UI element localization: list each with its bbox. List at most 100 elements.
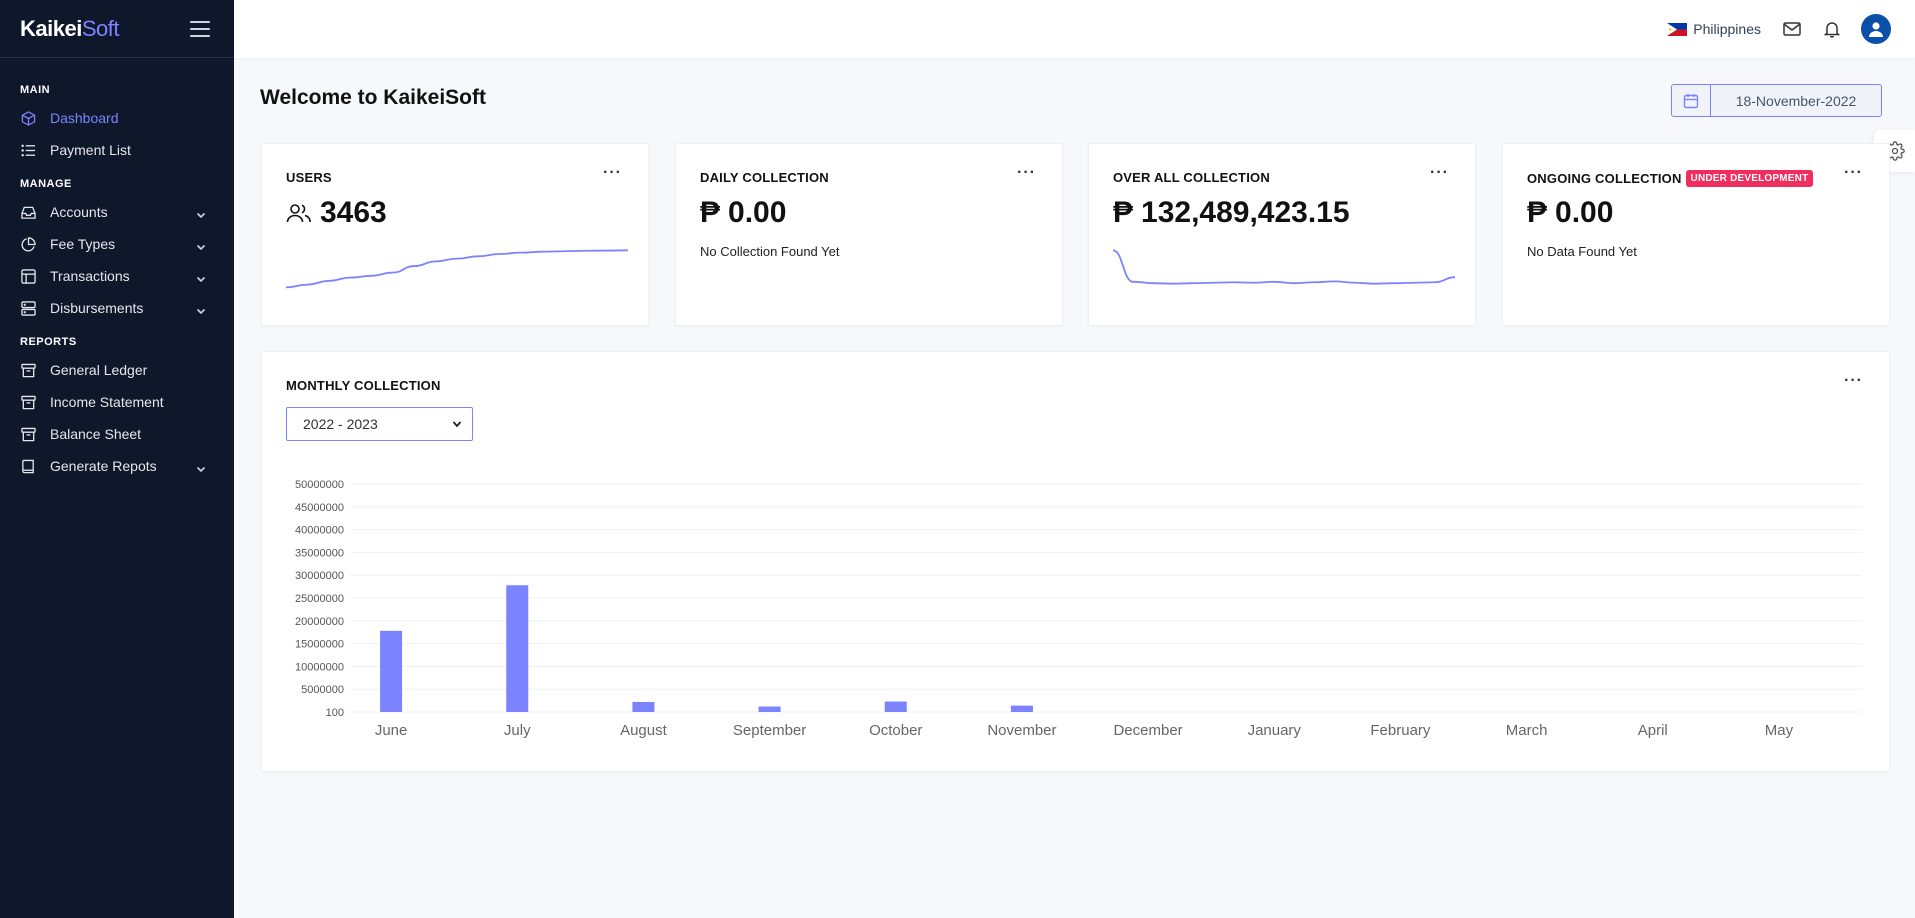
x-tick-label: August	[620, 722, 668, 739]
calendar-icon[interactable]	[1672, 85, 1711, 116]
date-picker[interactable]: 18-November-2022	[1671, 84, 1882, 117]
brand-logo[interactable]: KaikeiSoft	[20, 16, 119, 42]
philippines-flag-icon	[1667, 22, 1688, 36]
ongoing-amount: 0.00	[1555, 196, 1614, 229]
sidebar-item-general-ledger[interactable]: General Ledger	[0, 354, 234, 386]
sidebar-item-label: Transactions	[50, 268, 130, 284]
server-icon	[20, 300, 36, 316]
mail-icon[interactable]	[1781, 18, 1803, 40]
sidebar-nav: MAIN Dashboard Payment List MANAGE Accounts F…	[0, 58, 234, 482]
sidebar-item-disbursements[interactable]: Disbursements	[0, 292, 234, 324]
x-tick-label: March	[1506, 722, 1548, 739]
year-select[interactable]: 2022 - 2023	[286, 407, 473, 441]
sidebar-item-label: Fee Types	[50, 236, 116, 252]
y-tick-label: 50000000	[295, 479, 344, 491]
year-select-value: 2022 - 2023	[303, 416, 378, 432]
topbar: Philippines	[234, 0, 1915, 58]
sidebar-item-label: Income Statement	[50, 394, 164, 410]
sidebar-item-label: General Ledger	[50, 362, 148, 378]
overall-collection-card: OVER ALL COLLECTION ··· ₱ 132,489,423.15	[1088, 143, 1476, 326]
chevron-down-icon	[196, 303, 206, 315]
y-tick-label: 25000000	[295, 593, 344, 605]
peso-sign: ₱	[1527, 196, 1548, 229]
sparkline-path	[1113, 249, 1455, 285]
country-label: Philippines	[1693, 21, 1761, 37]
x-tick-label: May	[1765, 722, 1794, 739]
page-title: Welcome to KaikeiSoft	[260, 86, 486, 109]
x-tick-label: April	[1638, 722, 1668, 739]
sidebar-item-transactions[interactable]: Transactions	[0, 260, 234, 292]
users-card-menu-icon[interactable]: ···	[603, 164, 622, 181]
sidebar-item-label: Dashboard	[50, 110, 119, 126]
brand-bar: KaikeiSoft	[0, 0, 234, 58]
x-tick-label: January	[1248, 722, 1302, 739]
y-tick-label: 5000000	[301, 684, 344, 696]
section-label-main: MAIN	[20, 84, 51, 96]
ongoing-card-menu-icon[interactable]: ···	[1844, 164, 1863, 181]
peso-sign: ₱	[700, 196, 721, 229]
chevron-down-icon	[196, 461, 206, 473]
y-tick-label: 45000000	[295, 502, 344, 514]
sidebar-item-generate-repots[interactable]: Generate Repots	[0, 450, 234, 482]
y-tick-label: 100	[326, 707, 344, 719]
archive-icon	[20, 362, 36, 378]
overall-card-title: OVER ALL COLLECTION	[1113, 170, 1270, 185]
users-card-title: USERS	[286, 170, 332, 185]
sidebar-item-label: Balance Sheet	[50, 426, 142, 442]
ongoing-title-text: ONGOING COLLECTION	[1527, 171, 1682, 186]
user-avatar[interactable]	[1861, 14, 1891, 44]
bar-june	[380, 630, 403, 712]
archive-icon	[20, 426, 36, 442]
ongoing-value: ₱ 0.00	[1527, 196, 1613, 230]
sidebar-item-accounts[interactable]: Accounts	[0, 196, 234, 228]
under-development-badge: UNDER DEVELOPMENT	[1685, 170, 1814, 187]
bar-august	[632, 701, 655, 712]
brand-part1: Kaikei	[20, 15, 82, 41]
sidebar-item-label: Generate Repots	[50, 458, 157, 474]
book-icon	[20, 458, 36, 474]
menu-toggle-icon[interactable]	[190, 20, 210, 37]
country-selector[interactable]: Philippines	[1667, 21, 1761, 37]
x-tick-label: December	[1113, 722, 1182, 739]
sidebar-item-label: Accounts	[50, 204, 108, 220]
overall-value: ₱ 132,489,423.15	[1113, 196, 1350, 230]
sidebar-item-income-statement[interactable]: Income Statement	[0, 386, 234, 418]
sidebar-item-payment-list[interactable]: Payment List	[0, 134, 234, 166]
users-count: 3463	[286, 196, 387, 230]
sparkline-path	[286, 249, 628, 289]
daily-note: No Collection Found Yet	[700, 244, 840, 259]
sidebar-item-balance-sheet[interactable]: Balance Sheet	[0, 418, 234, 450]
sidebar: KaikeiSoft MAIN Dashboard Payment List MANA…	[0, 0, 234, 918]
chevron-down-icon	[452, 421, 462, 428]
cube-icon	[20, 110, 36, 126]
monthly-card-menu-icon[interactable]: ···	[1844, 372, 1863, 389]
overall-sparkline	[1113, 249, 1455, 285]
daily-collection-card: DAILY COLLECTION ··· ₱ 0.00 No Collectio…	[675, 143, 1063, 326]
y-tick-label: 20000000	[295, 616, 344, 628]
x-tick-label: October	[869, 722, 922, 739]
x-tick-label: September	[733, 722, 806, 739]
archive-icon	[20, 394, 36, 410]
sidebar-item-label: Payment List	[50, 142, 131, 158]
overall-amount: 132,489,423.15	[1141, 196, 1350, 229]
x-tick-label: June	[375, 722, 408, 739]
bar-september	[758, 706, 781, 712]
section-label-reports: REPORTS	[20, 336, 77, 348]
monthly-bar-chart: 100 5000000 10000000 15000000 20000000 250000…	[295, 479, 1862, 739]
sidebar-item-dashboard[interactable]: Dashboard	[0, 102, 234, 134]
overall-card-menu-icon[interactable]: ···	[1430, 164, 1449, 181]
inbox-icon	[20, 204, 36, 220]
monthly-card-title: MONTHLY COLLECTION	[286, 378, 441, 393]
users-card: USERS ··· 3463	[261, 143, 649, 326]
sidebar-item-fee-types[interactable]: Fee Types	[0, 228, 234, 260]
y-tick-label: 35000000	[295, 547, 344, 559]
layout-icon	[20, 268, 36, 284]
chevron-down-icon	[196, 207, 206, 219]
section-label-manage: MANAGE	[20, 178, 72, 190]
bar-november	[1010, 705, 1033, 712]
users-sparkline	[286, 249, 628, 289]
daily-card-menu-icon[interactable]: ···	[1017, 164, 1036, 181]
bell-icon[interactable]	[1821, 18, 1843, 40]
y-tick-label: 15000000	[295, 639, 344, 651]
peso-sign: ₱	[1113, 196, 1134, 229]
